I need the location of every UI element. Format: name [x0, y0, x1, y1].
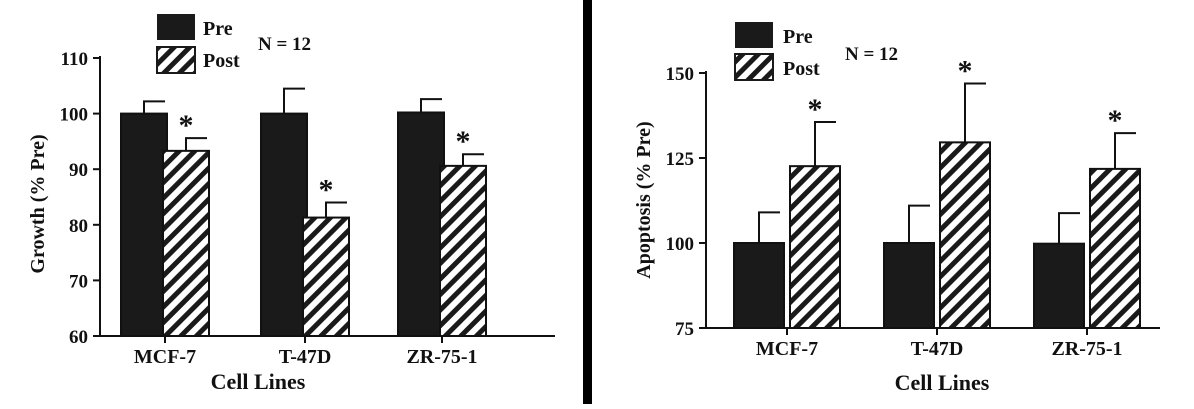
legend-swatch-pre [157, 14, 195, 40]
significance-marker: * [1108, 104, 1123, 137]
legend-label-pre: Pre [783, 26, 813, 48]
y-tick-label: 110 [61, 49, 88, 70]
significance-marker: * [456, 125, 471, 158]
bar-post-mcf-7 [163, 151, 209, 336]
y-axis-label: Apoptosis (% Pre) [633, 121, 655, 278]
significance-marker: * [319, 174, 334, 207]
legend-swatch-post [157, 47, 195, 73]
bar-pre-zr-75-1 [398, 112, 444, 336]
bar-post-mcf-7 [790, 166, 840, 328]
bar-pre-t-47d [884, 243, 934, 328]
bar-post-zr-75-1 [1090, 169, 1140, 328]
legend-swatch-post [735, 54, 773, 80]
growth-chart: Pre Post N = 12 Growth (% Pre) Cell Line… [27, 14, 555, 394]
bar-pre-t-47d [261, 114, 307, 336]
legend-label-pre: Pre [203, 18, 233, 40]
bar-pre-mcf-7 [121, 114, 167, 336]
panel-divider [583, 0, 592, 404]
apoptosis-chart: Pre Post N = 12 Apoptosis (% Pre) Cell L… [633, 22, 1160, 395]
y-tick-label: 100 [666, 234, 695, 255]
y-tick-label: 90 [69, 160, 88, 181]
bar-post-t-47d [940, 142, 990, 328]
y-tick-label: 80 [69, 216, 88, 237]
x-tick-label: T-47D [279, 346, 332, 368]
x-axis-label: Cell Lines [211, 369, 306, 394]
y-tick-label: 150 [666, 64, 695, 85]
y-tick-label: 125 [666, 149, 695, 170]
y-tick-label: 100 [60, 105, 89, 126]
x-tick-label: T-47D [911, 338, 964, 360]
bar-pre-mcf-7 [734, 243, 784, 328]
significance-marker: * [179, 109, 194, 142]
legend-label-post: Post [783, 58, 820, 80]
y-tick-label: 75 [675, 319, 694, 340]
significance-marker: * [808, 93, 823, 126]
bar-post-t-47d [303, 218, 349, 336]
n-annotation: N = 12 [258, 34, 311, 55]
plot-area: 75 100 125 150 MCF-7 * T-47D * ZR-75-1 * [666, 55, 1161, 360]
significance-marker: * [958, 55, 973, 88]
bar-pre-zr-75-1 [1034, 244, 1084, 328]
x-tick-label: MCF-7 [756, 338, 818, 360]
legend-swatch-pre [735, 22, 773, 48]
x-axis-label: Cell Lines [895, 370, 990, 395]
x-tick-label: ZR-75-1 [1051, 338, 1122, 360]
legend-label-post: Post [203, 50, 240, 72]
plot-area: 60 70 80 90 100 110 MCF-7 * T-47D * ZR-75-1 * [60, 49, 556, 368]
y-axis-label: Growth (% Pre) [27, 134, 49, 273]
bar-post-zr-75-1 [440, 166, 486, 336]
x-tick-label: ZR-75-1 [406, 346, 477, 368]
legend: Pre Post [735, 22, 820, 80]
x-tick-label: MCF-7 [134, 346, 196, 368]
y-tick-label: 60 [69, 327, 88, 348]
y-tick-label: 70 [69, 271, 88, 292]
legend: Pre Post [157, 14, 240, 73]
n-annotation: N = 12 [845, 44, 898, 65]
